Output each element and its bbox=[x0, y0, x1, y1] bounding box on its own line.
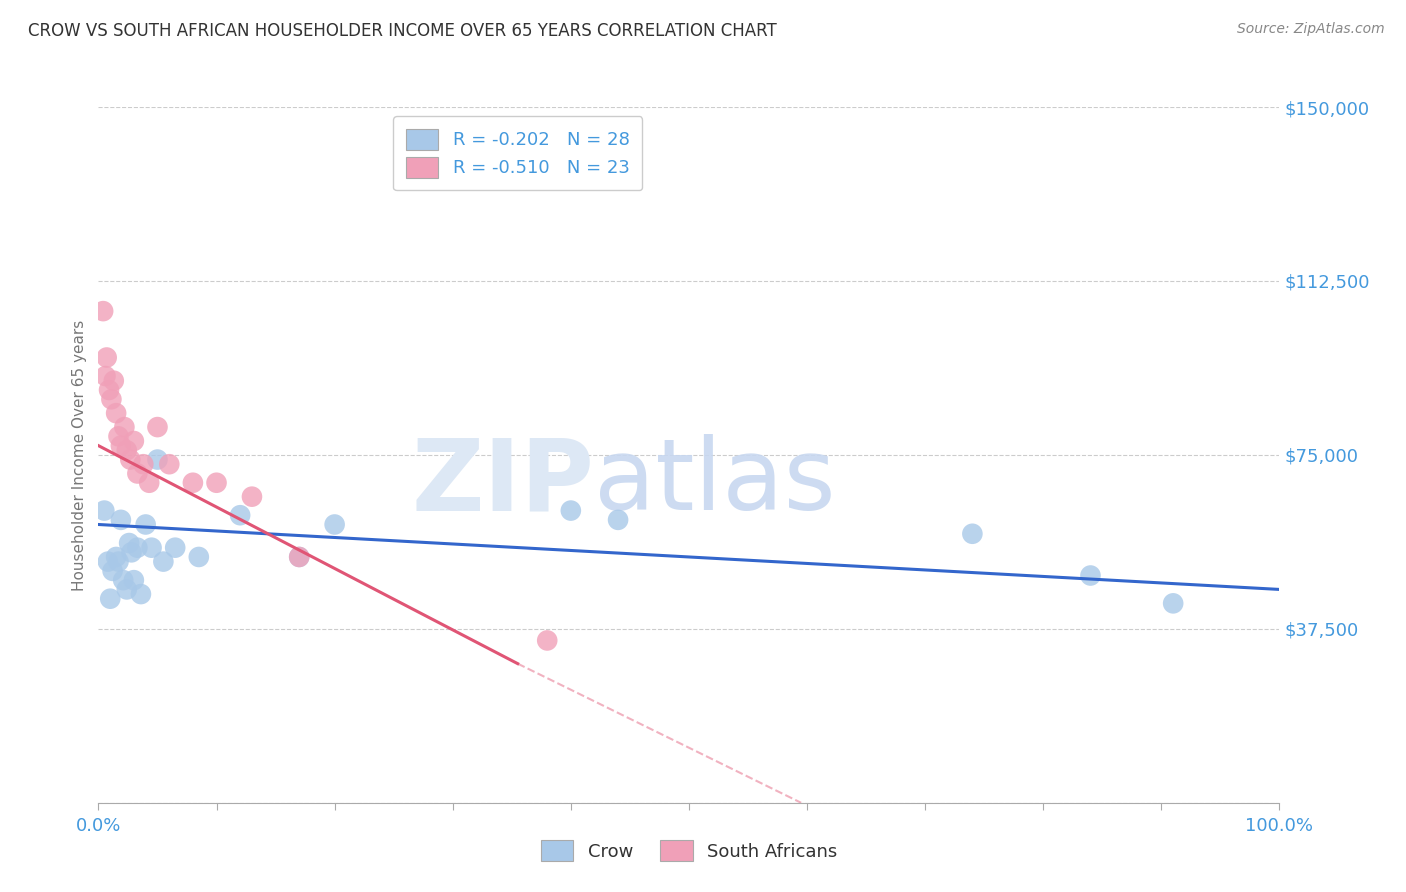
Point bbox=[107, 555, 129, 569]
Point bbox=[110, 513, 132, 527]
Point bbox=[100, 392, 122, 407]
Point bbox=[105, 549, 128, 564]
Point bbox=[115, 582, 138, 597]
Text: CROW VS SOUTH AFRICAN HOUSEHOLDER INCOME OVER 65 YEARS CORRELATION CHART: CROW VS SOUTH AFRICAN HOUSEHOLDER INCOME… bbox=[28, 22, 778, 40]
Point bbox=[107, 429, 129, 443]
Point bbox=[1080, 568, 1102, 582]
Point bbox=[141, 541, 163, 555]
Point bbox=[135, 517, 157, 532]
Point bbox=[98, 383, 121, 397]
Point bbox=[129, 587, 152, 601]
Point bbox=[607, 513, 630, 527]
Point bbox=[115, 443, 138, 458]
Text: ZIP: ZIP bbox=[412, 434, 595, 532]
Y-axis label: Householder Income Over 65 years: Householder Income Over 65 years bbox=[72, 319, 87, 591]
Point bbox=[98, 591, 121, 606]
Point bbox=[132, 457, 155, 471]
Point bbox=[110, 439, 132, 453]
Point bbox=[536, 633, 558, 648]
Text: Source: ZipAtlas.com: Source: ZipAtlas.com bbox=[1237, 22, 1385, 37]
Text: atlas: atlas bbox=[595, 434, 837, 532]
Point bbox=[323, 517, 346, 532]
Point bbox=[165, 541, 187, 555]
Point bbox=[121, 545, 143, 559]
Point bbox=[93, 503, 115, 517]
Point bbox=[288, 549, 311, 564]
Point bbox=[181, 475, 204, 490]
Point bbox=[962, 526, 984, 541]
Point bbox=[146, 420, 169, 434]
Point bbox=[157, 457, 180, 471]
Point bbox=[187, 549, 209, 564]
Point bbox=[127, 467, 149, 481]
Point bbox=[101, 564, 124, 578]
Point bbox=[127, 541, 149, 555]
Point bbox=[146, 452, 169, 467]
Point bbox=[103, 374, 125, 388]
Point bbox=[1161, 596, 1184, 610]
Point bbox=[138, 475, 160, 490]
Point bbox=[205, 475, 228, 490]
Point bbox=[288, 549, 311, 564]
Point bbox=[118, 536, 141, 550]
Point bbox=[112, 420, 135, 434]
Point bbox=[105, 406, 128, 420]
Point bbox=[229, 508, 252, 523]
Point bbox=[122, 434, 145, 448]
Point bbox=[560, 503, 582, 517]
Point bbox=[97, 555, 120, 569]
Point bbox=[96, 351, 118, 365]
Point bbox=[91, 304, 114, 318]
Point bbox=[112, 573, 135, 587]
Point bbox=[94, 369, 117, 384]
Point bbox=[122, 573, 145, 587]
Point bbox=[240, 490, 263, 504]
Legend: Crow, South Africans: Crow, South Africans bbox=[529, 828, 849, 874]
Point bbox=[152, 555, 174, 569]
Point bbox=[120, 452, 142, 467]
